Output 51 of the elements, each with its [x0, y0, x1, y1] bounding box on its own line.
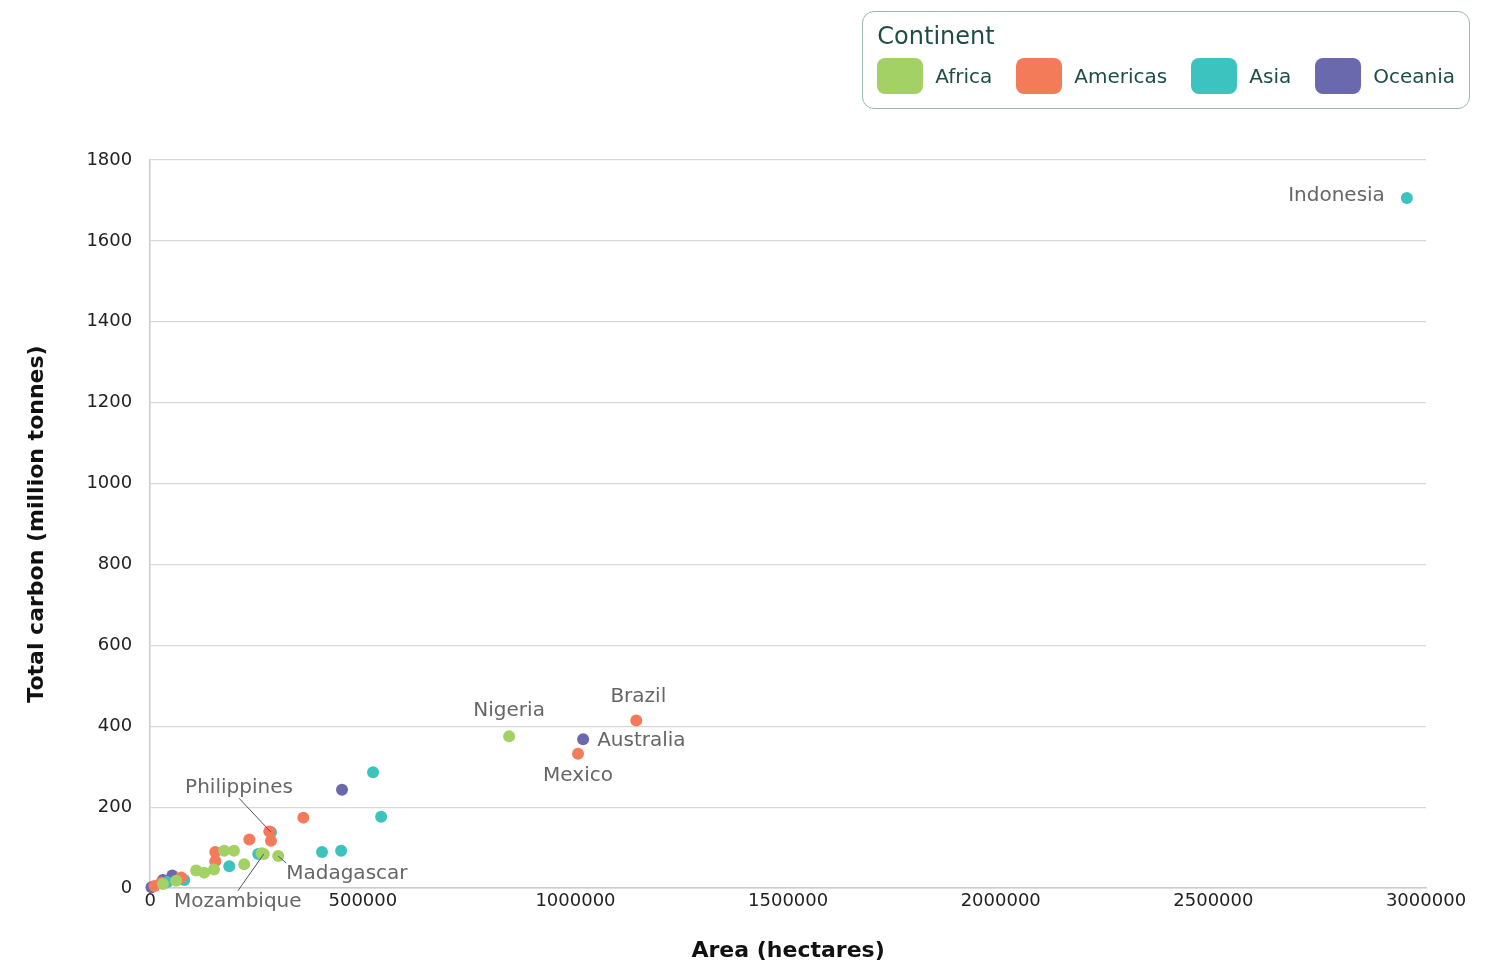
point [577, 733, 590, 746]
y-tick-label: 1600 [86, 228, 133, 250]
point [297, 811, 310, 824]
x-axis-title: Area (hectares) [691, 936, 885, 962]
point [572, 747, 585, 760]
point [503, 730, 516, 743]
y-tick-label: 1400 [86, 309, 133, 331]
annotation: Mexico [543, 761, 613, 786]
annotation: Nigeria [473, 696, 545, 721]
x-tick-label: 3000000 [1385, 889, 1467, 911]
legend-title: Continent [877, 22, 996, 50]
point [238, 858, 251, 871]
y-tick-label: 600 [97, 633, 133, 655]
annotation: Mozambique [173, 888, 302, 913]
point [272, 850, 285, 863]
point [336, 783, 348, 796]
point [198, 866, 211, 879]
point [375, 810, 388, 823]
y-tick-label: 1800 [86, 147, 133, 169]
point [264, 834, 277, 847]
x-tick-label: 1500000 [748, 889, 829, 911]
legend-label: Asia [1249, 64, 1292, 88]
point [630, 714, 643, 727]
legend-label: Africa [935, 64, 993, 88]
x-tick-label: 1000000 [535, 889, 616, 911]
y-axis-title: Total carbon (million tonnes) [22, 345, 48, 703]
point [335, 844, 348, 857]
legend-label: Oceania [1373, 64, 1455, 88]
point [243, 833, 256, 846]
x-tick-label: 2000000 [960, 889, 1041, 911]
annotation: Australia [597, 727, 686, 752]
y-tick-label: 0 [120, 875, 133, 897]
point [1400, 192, 1413, 205]
annotation: Madagascar [286, 860, 409, 885]
point [170, 874, 183, 887]
annotation: Brazil [610, 682, 667, 707]
x-tick-label: 0 [144, 889, 156, 911]
point [316, 846, 329, 858]
y-tick-label: 1200 [86, 390, 133, 412]
point [208, 863, 220, 876]
point [223, 860, 236, 873]
annotation: Philippines [185, 774, 293, 799]
y-tick-label: 1000 [86, 471, 133, 493]
y-tick-label: 800 [97, 552, 133, 574]
x-tick-label: 2500000 [1173, 889, 1254, 911]
legend-label: Americas [1074, 64, 1168, 88]
x-tick-label: 500000 [328, 889, 398, 911]
y-tick-label: 200 [97, 794, 133, 816]
point [367, 766, 380, 779]
y-tick-label: 400 [97, 713, 133, 735]
annotation: Indonesia [1288, 182, 1385, 207]
